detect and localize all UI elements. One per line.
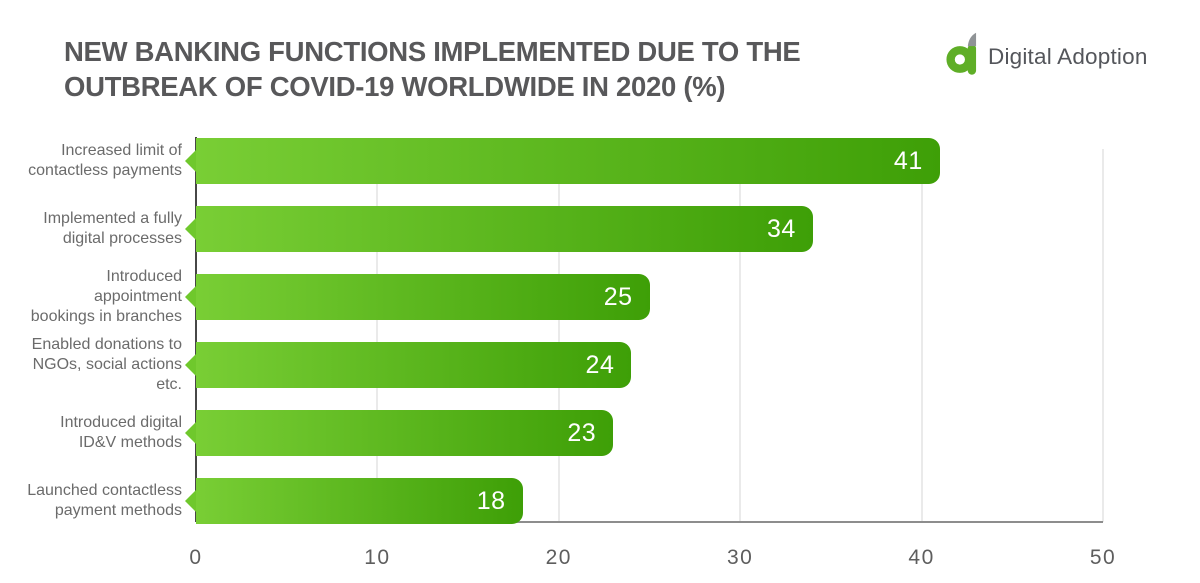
x-tick-label: 0	[189, 546, 203, 569]
category-label-2: Implemented a fully digital processes	[43, 210, 182, 247]
bar-value-label: 24	[585, 350, 615, 379]
bar-value-label: 23	[567, 418, 597, 447]
category-label-6: Launched contactless payment methods	[27, 482, 182, 519]
gridline	[739, 149, 741, 522]
digital-adoption-logo-mark-icon	[946, 30, 983, 77]
gridline	[1102, 149, 1104, 522]
bar-6: 18	[196, 478, 523, 524]
bar-5: 23	[196, 410, 614, 456]
chart-title: NEW BANKING FUNCTIONS IMPLEMENTED DUE TO…	[64, 36, 801, 102]
bar-value-label: 25	[603, 282, 633, 311]
x-tick-label: 40	[908, 546, 935, 569]
x-tick-label: 30	[727, 546, 754, 569]
bar-value-label: 34	[766, 214, 796, 243]
y-axis-line	[195, 137, 197, 522]
bar-value-label: 41	[893, 146, 923, 175]
category-label-3: Introduced appointment bookings in branc…	[30, 268, 182, 325]
x-axis-ticks: 0 10 20 30 40 50	[189, 546, 1114, 576]
plot-area: 41 34 25 24 23 18	[195, 135, 1104, 524]
bar-2: 34	[196, 206, 813, 252]
bar-4: 24	[196, 342, 632, 388]
category-label-1: Increased limit of contactless payments	[28, 142, 182, 179]
digital-adoption-logo: Digital Adoption	[946, 30, 1148, 77]
brand-name: Digital Adoption	[988, 43, 1148, 69]
x-tick-label: 50	[1089, 546, 1117, 569]
gridline	[921, 149, 923, 522]
category-label-5: Introduced digital ID&V methods	[60, 414, 182, 451]
x-tick-label: 10	[364, 546, 391, 569]
category-labels: Increased limit of contactless payments I…	[0, 135, 186, 522]
x-axis-line	[196, 521, 1103, 523]
gridline	[376, 149, 378, 522]
bar-1: 41	[196, 138, 940, 184]
bar-3: 25	[196, 274, 650, 320]
category-label-4: Enabled donations to NGOs, social action…	[31, 336, 182, 393]
x-tick-label: 20	[545, 546, 572, 569]
gridline	[558, 149, 560, 522]
bar-value-label: 18	[476, 486, 506, 515]
